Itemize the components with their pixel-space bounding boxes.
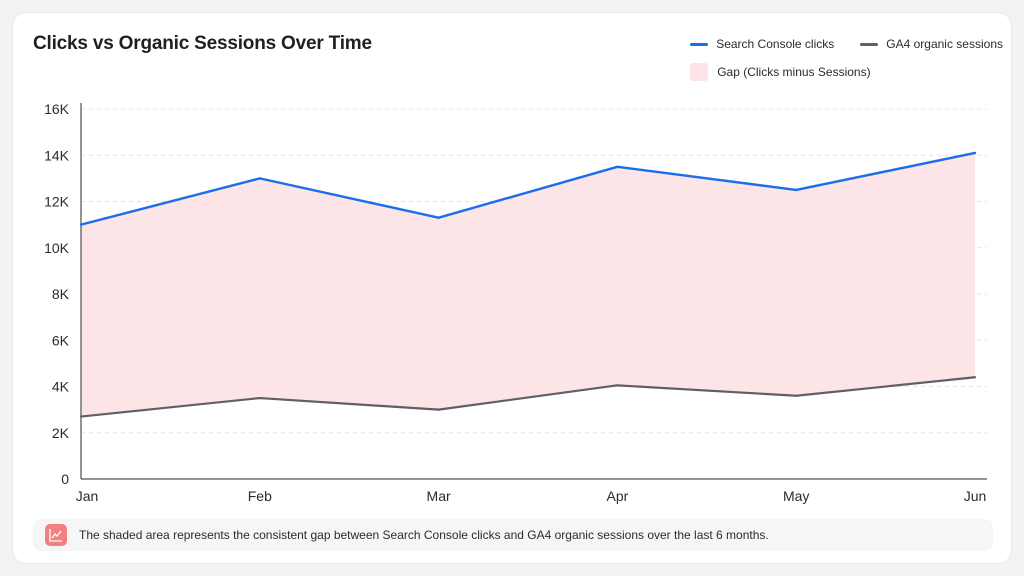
point-sessions (437, 408, 440, 411)
point-clicks (258, 177, 261, 180)
chart-plot: 0 2K 4K 6K 8K 10K 12K 14K 16K Jan Feb Mar Apr May Jun (44, 101, 987, 504)
legend-sessions-line (860, 42, 879, 46)
legend-sessions-label: GA4 organic sessions (886, 37, 1003, 51)
x-tick-label: Jun (964, 488, 987, 504)
legend-item-sessions[interactable]: GA4 organic sessions (860, 37, 1003, 51)
point-clicks (795, 188, 798, 192)
y-tick-label: 6K (52, 332, 70, 348)
point-clicks (79, 223, 83, 226)
chart-card: Clicks vs Organic Sessions Over Time Sea… (12, 12, 1012, 564)
gap-area (81, 152, 975, 417)
note-text: The shaded area represents the consisten… (79, 528, 769, 542)
point-sessions (973, 376, 977, 379)
point-clicks (973, 151, 977, 155)
y-tick-label: 2K (52, 425, 70, 441)
point-sessions (79, 415, 83, 418)
point-sessions (258, 396, 261, 400)
legend-gap-label: Gap (Clicks minus Sessions) (717, 65, 871, 79)
y-tick-label: 16K (44, 101, 70, 117)
x-tick-label: Jan (76, 488, 99, 504)
chart-legend: Search Console clicks GA4 organic sessio… (664, 37, 1003, 93)
x-tick-label: Feb (248, 488, 272, 504)
y-tick-label: 14K (44, 147, 70, 163)
series-line-sessions (80, 376, 976, 418)
y-tick-label: 0 (61, 471, 69, 487)
series-line-clicks (80, 151, 976, 226)
point-sessions (616, 384, 619, 387)
legend-gap-swatch (690, 63, 709, 81)
y-tick-label: 4K (52, 379, 70, 395)
line-chart-icon (45, 524, 67, 546)
legend-clicks-line (690, 42, 709, 46)
legend-clicks-label: Search Console clicks (716, 37, 835, 51)
x-tick-label: Mar (427, 488, 451, 504)
point-sessions (795, 394, 798, 397)
chart-title: Clicks vs Organic Sessions Over Time (33, 33, 372, 54)
point-clicks (616, 165, 619, 169)
y-tick-label: 8K (52, 286, 70, 302)
legend-item-clicks[interactable]: Search Console clicks (690, 37, 834, 51)
point-clicks (437, 216, 440, 219)
y-tick-label: 12K (44, 194, 70, 210)
chart-note: The shaded area represents the consisten… (33, 519, 993, 551)
x-tick-label: Apr (607, 488, 629, 504)
x-tick-label: May (783, 488, 809, 504)
legend-item-gap[interactable]: Gap (Clicks minus Sessions) (690, 63, 871, 81)
y-tick-label: 10K (44, 240, 70, 256)
